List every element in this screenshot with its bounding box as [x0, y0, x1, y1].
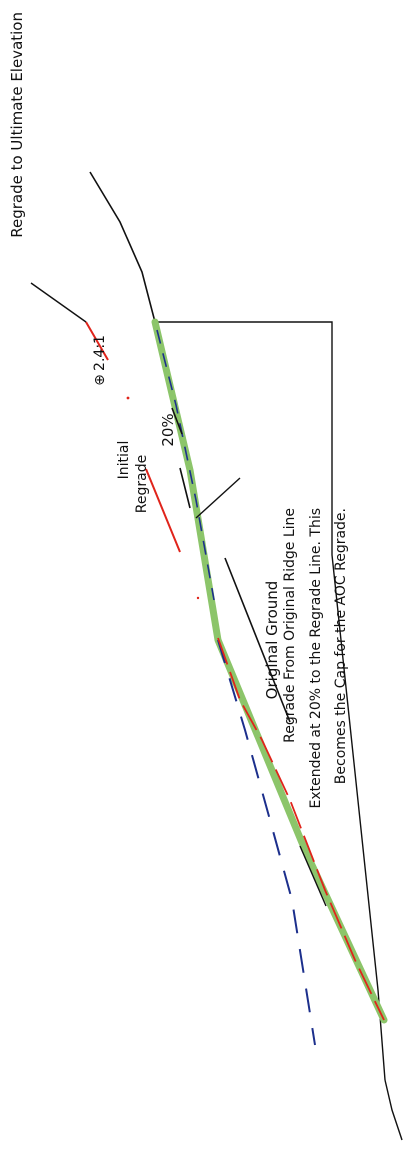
percent-label: 20%: [159, 413, 177, 446]
red-original-ground-line: [217, 637, 385, 1021]
original-ground-label: Original Ground: [263, 581, 281, 700]
ridge-note-line1: Regrade From Original Ridge Line: [282, 508, 298, 743]
ridge-note-line2: Extended at 20% to the Regrade Line. Thi…: [308, 508, 324, 809]
ultimate-elevation-leader: [30, 282, 87, 323]
red-dot-mark-1: [126, 396, 130, 400]
ridge-note-leader: [195, 477, 241, 519]
circle-marker: ⊕: [92, 374, 108, 386]
blue-extended-ridge-line: [217, 639, 316, 1046]
percent-reference-line-upper: [171, 407, 183, 435]
ridge-note-line3: Becomes the Cap for the AOC Regrade.: [333, 508, 349, 784]
red-initial-regrade-upper: [85, 321, 109, 361]
blue-cap-line-upper: [156, 329, 215, 601]
red-dot-mark-2: [196, 596, 200, 600]
original-ground-lower-reference-line: [299, 845, 327, 907]
section-toe-line: [384, 1079, 403, 1141]
initial-regrade-label-line2: Regrade: [134, 455, 150, 513]
slope-ratio-label: 2.4:1: [92, 335, 108, 371]
red-initial-regrade-lower: [145, 468, 181, 553]
percent-reference-line-lower: [179, 467, 191, 509]
initial-regrade-label-line1: Initial: [116, 441, 132, 480]
original-ground-reference-line: [224, 557, 291, 723]
regrade-to-ultimate-label: Regrade to Ultimate Elevation: [8, 12, 26, 238]
upper-existing-slope-line: [89, 171, 156, 323]
section-box-outline: [155, 321, 386, 1081]
